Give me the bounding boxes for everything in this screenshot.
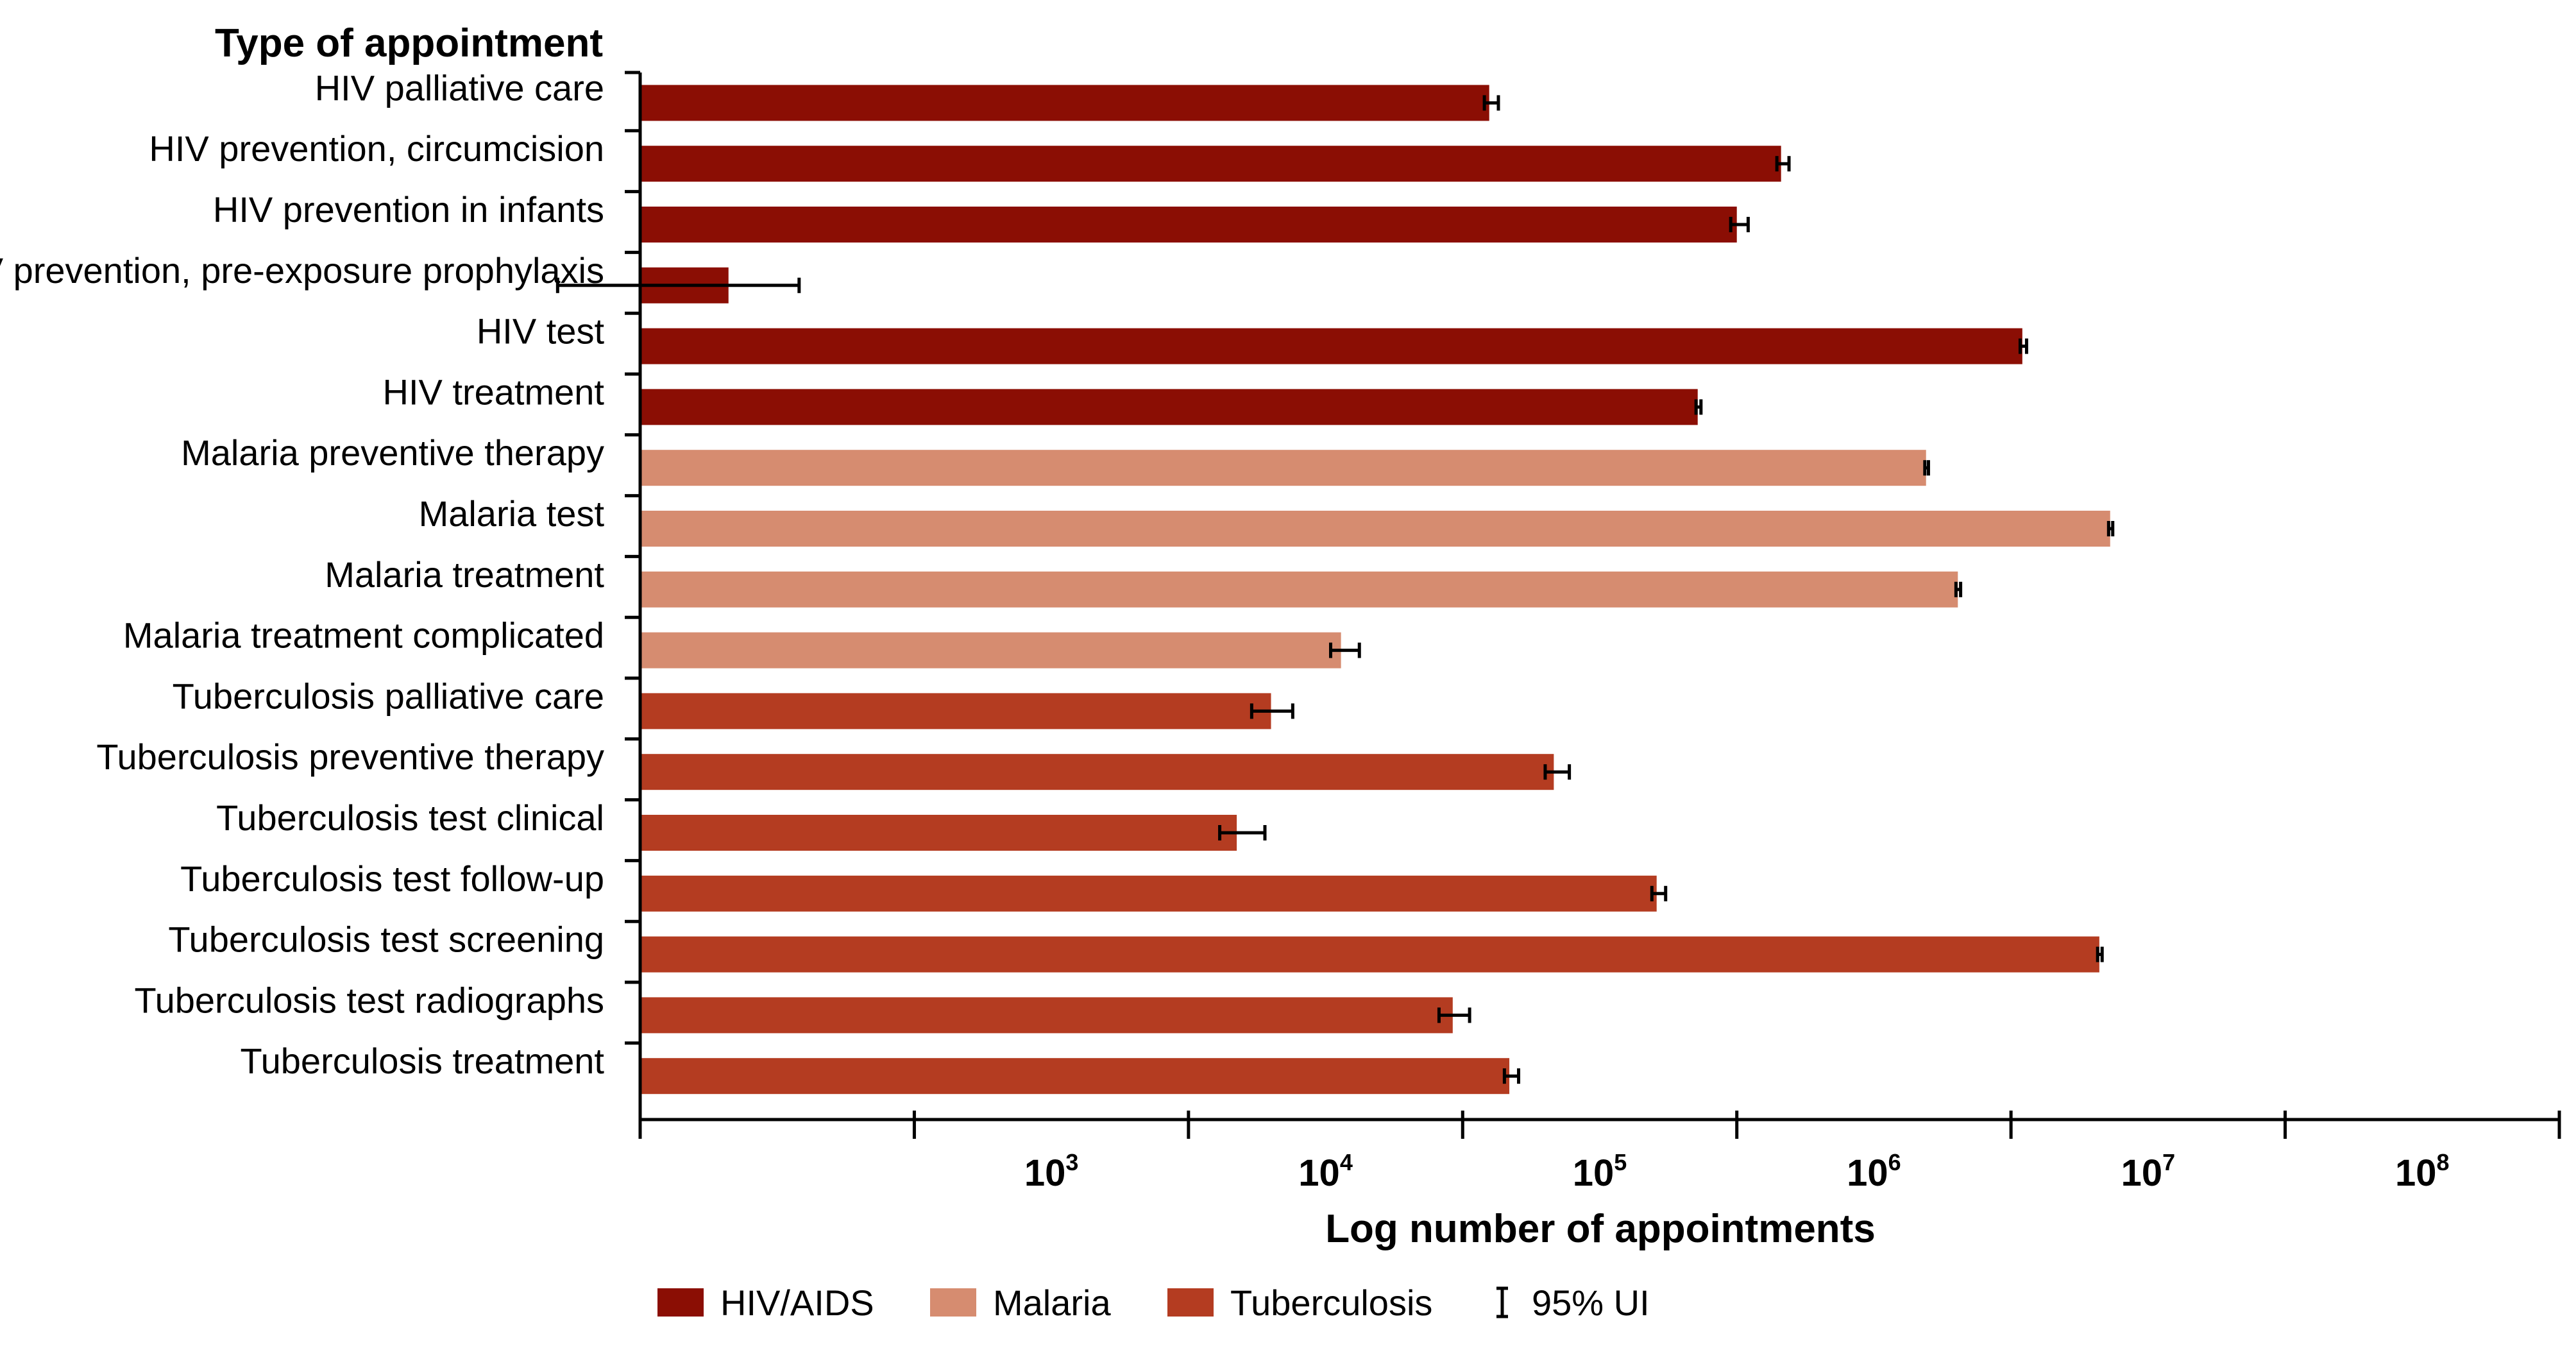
category-label: HIV treatment (383, 371, 605, 412)
bar (640, 1058, 1510, 1095)
category-label: Tuberculosis treatment (241, 1041, 605, 1081)
y-axis-title: Type of appointment (215, 21, 603, 65)
category-label: Tuberculosis palliative care (173, 676, 604, 716)
bar (640, 389, 1698, 425)
category-label: Tuberculosis test screening (168, 919, 604, 960)
legend-label: Malaria (993, 1283, 1111, 1323)
category-label: Tuberculosis test clinical (216, 797, 604, 838)
legend-item: HIV/AIDS (657, 1283, 874, 1323)
category-label: HIV prevention, pre-exposure prophylaxis (0, 250, 604, 291)
x-tick-labels-group: 103 104 105 106 107 108 (1024, 1149, 2450, 1194)
category-labels-group: HIV palliative care HIV prevention, circu… (0, 67, 604, 1081)
bar (640, 207, 1737, 243)
bar (640, 146, 1781, 182)
legend-swatch (1167, 1288, 1214, 1317)
legend-label: HIV/AIDS (720, 1283, 874, 1323)
legend-item: Tuberculosis (1167, 1283, 1432, 1323)
legend-swatch (930, 1288, 976, 1317)
x-tick-label: 106 (1847, 1149, 1901, 1194)
category-label: Tuberculosis test follow-up (180, 858, 604, 899)
bar (640, 754, 1554, 790)
category-label: Tuberculosis test radiographs (134, 980, 604, 1020)
category-label: HIV palliative care (315, 67, 604, 108)
bar (640, 693, 1271, 729)
legend-label: Tuberculosis (1230, 1283, 1432, 1323)
bar (640, 511, 2110, 547)
bar (640, 875, 1657, 912)
legend-swatch (657, 1288, 704, 1317)
category-label: HIV prevention, circumcision (149, 128, 604, 169)
x-tick-label: 105 (1573, 1149, 1627, 1194)
x-axis-title: Log number of appointments (1325, 1207, 1876, 1251)
category-label: Tuberculosis preventive therapy (96, 737, 604, 777)
category-label: Malaria treatment (325, 554, 604, 595)
bar (640, 632, 1341, 669)
error-bars-group (555, 95, 2115, 1084)
x-tick-label: 108 (2395, 1149, 2450, 1194)
category-label: HIV test (477, 311, 605, 352)
category-label: Malaria treatment complicated (123, 615, 604, 656)
x-tick-label: 103 (1024, 1149, 1079, 1194)
bar (640, 936, 2099, 973)
x-axis (638, 1111, 2561, 1139)
category-label: HIV prevention in infants (213, 189, 604, 230)
bar (640, 328, 2022, 364)
x-tick-label: 107 (2121, 1149, 2176, 1194)
category-label: Malaria preventive therapy (181, 432, 604, 473)
x-tick-label: 104 (1298, 1149, 1353, 1194)
bar (640, 85, 1489, 121)
category-label: Malaria test (419, 493, 605, 534)
bar (640, 571, 1958, 608)
y-axis (625, 71, 642, 1120)
bar (640, 450, 1926, 486)
bar (640, 815, 1237, 851)
legend-item: Malaria (930, 1283, 1111, 1323)
legend-item-uncertainty: 95% UI (1496, 1283, 1650, 1323)
legend-error-label: 95% UI (1532, 1283, 1650, 1323)
legend: HIV/AIDS Malaria Tuberculosis 95% UI (657, 1283, 1650, 1323)
bar (640, 997, 1453, 1034)
bars-group (640, 85, 2110, 1095)
